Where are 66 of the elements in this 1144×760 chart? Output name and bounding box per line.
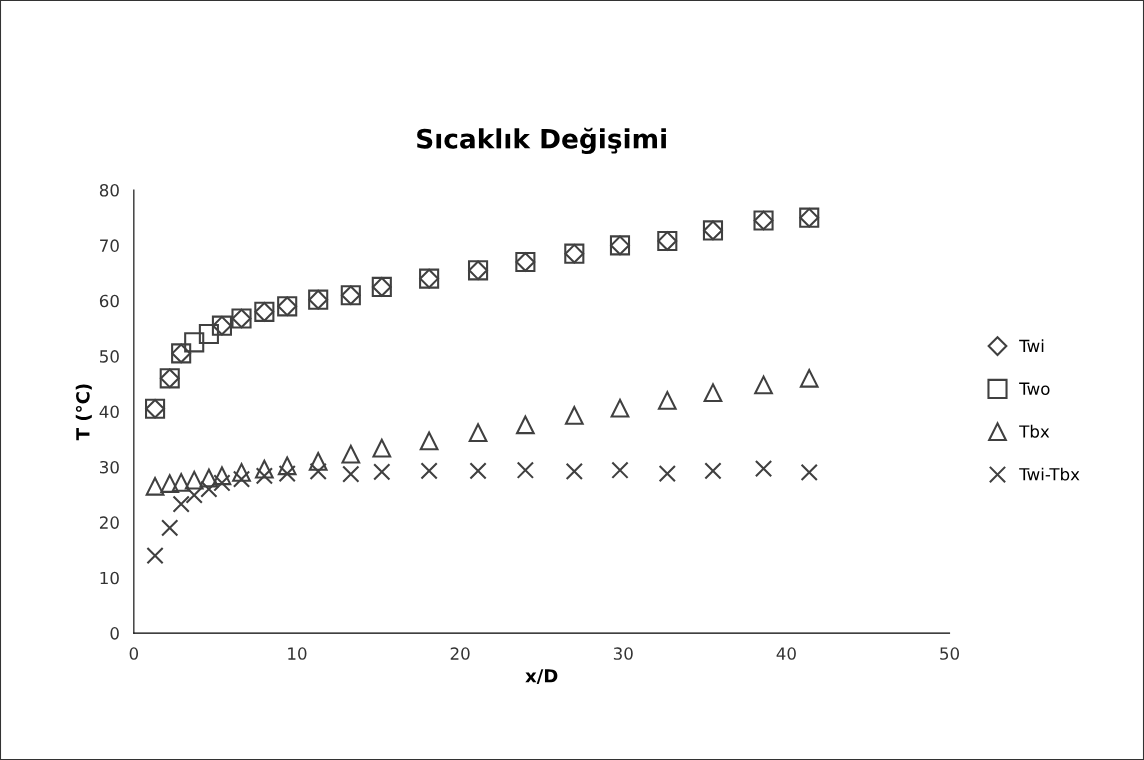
point — [657, 391, 677, 410]
point — [199, 468, 219, 488]
point — [341, 444, 361, 464]
point — [564, 406, 584, 425]
point — [610, 398, 630, 418]
point — [309, 462, 327, 481]
point — [255, 467, 274, 485]
x-tick-label: 10 — [288, 647, 307, 660]
point — [161, 519, 179, 537]
x-tick-label: 50 — [940, 647, 960, 660]
y-tick-label: 60 — [99, 294, 119, 308]
point — [658, 464, 676, 483]
point — [516, 415, 535, 435]
point — [611, 461, 629, 479]
point — [704, 462, 722, 480]
point — [308, 452, 328, 471]
point — [172, 495, 190, 513]
point — [171, 473, 191, 492]
point — [277, 456, 297, 476]
y-tick-label: 50 — [100, 350, 119, 363]
point — [213, 474, 231, 492]
point — [419, 431, 439, 451]
y-tick-label: 0 — [110, 627, 119, 640]
point — [468, 423, 488, 442]
point — [754, 375, 773, 395]
point — [342, 465, 360, 483]
x-tick-label: 40 — [776, 647, 796, 660]
point — [160, 474, 180, 493]
y-axis-title: T (°C) — [75, 384, 92, 441]
legend-label: Tbx — [1019, 424, 1050, 438]
legend-label: Twi-Tbx — [1019, 467, 1080, 481]
point — [278, 464, 296, 483]
chart-title: Sıcaklık Değişimi — [417, 127, 666, 155]
point — [254, 459, 274, 479]
y-tick-label: 20 — [99, 516, 119, 529]
point — [145, 476, 165, 496]
y-tick-label: 40 — [99, 405, 119, 419]
y-tick-label: 30 — [100, 460, 119, 474]
y-tick-label: 70 — [100, 239, 119, 252]
point — [799, 368, 819, 388]
point — [184, 470, 204, 490]
point — [185, 486, 203, 504]
point — [198, 323, 219, 345]
point — [232, 463, 251, 482]
x-tick-label: 30 — [613, 647, 633, 660]
point — [373, 463, 391, 481]
x-axis-title: x/D — [525, 669, 558, 685]
point — [200, 480, 218, 498]
x-tick-label: 0 — [129, 647, 139, 660]
point — [469, 462, 487, 480]
point — [232, 470, 251, 488]
point — [800, 463, 818, 482]
point — [565, 462, 583, 481]
x-tick-label: 20 — [450, 647, 470, 660]
point — [184, 332, 205, 353]
point — [372, 438, 392, 458]
point — [420, 462, 438, 480]
point — [516, 461, 535, 479]
legend-label: Twi — [1019, 339, 1044, 352]
point — [703, 383, 723, 403]
point — [212, 466, 232, 486]
legend-label: Two — [1019, 382, 1050, 395]
point — [754, 459, 773, 478]
y-tick-label: 10 — [100, 571, 119, 585]
y-tick-label: 80 — [99, 183, 119, 197]
point — [146, 546, 164, 565]
